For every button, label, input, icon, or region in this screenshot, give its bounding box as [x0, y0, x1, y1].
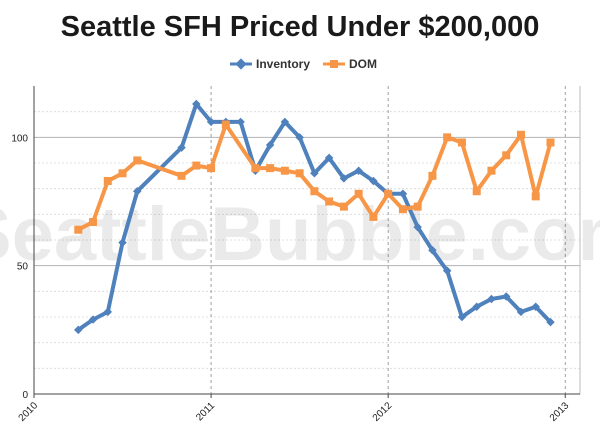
data-point-dom — [546, 138, 555, 147]
legend: Inventory DOM — [230, 57, 377, 71]
data-point-dom — [177, 171, 186, 180]
legend-label-dom: DOM — [349, 57, 377, 71]
data-point-dom — [266, 164, 275, 173]
series-layer — [74, 99, 555, 335]
data-point-dom — [428, 171, 437, 180]
data-point-inventory — [546, 317, 555, 327]
data-point-dom — [443, 133, 452, 142]
data-point-dom — [457, 138, 466, 147]
data-point-dom — [221, 120, 230, 129]
x-tick-label: 2013 — [548, 400, 572, 424]
data-point-dom — [192, 161, 201, 170]
data-point-dom — [133, 156, 142, 165]
x-tick-label: 2010 — [17, 400, 41, 424]
legend-item-dom: DOM — [323, 57, 377, 71]
data-point-inventory — [324, 153, 334, 163]
data-point-inventory — [118, 238, 127, 247]
data-point-inventory — [339, 174, 349, 183]
data-point-dom — [369, 212, 378, 221]
data-point-dom — [354, 189, 363, 198]
data-point-inventory — [236, 117, 245, 127]
data-point-dom — [531, 192, 540, 201]
data-point-inventory — [442, 266, 452, 276]
y-tick-label: 0 — [22, 390, 28, 401]
data-point-inventory — [88, 315, 98, 324]
data-point-inventory — [487, 294, 496, 304]
data-point-inventory — [531, 302, 540, 311]
data-point-inventory — [206, 117, 216, 127]
data-point-dom — [74, 225, 83, 234]
x-tick-label: 2012 — [371, 400, 395, 424]
watermark: SeattleBubble.com — [0, 192, 600, 277]
data-point-inventory — [457, 312, 467, 322]
data-point-inventory — [280, 117, 290, 127]
data-point-inventory — [103, 307, 113, 317]
data-point-dom — [413, 202, 422, 211]
data-point-dom — [103, 176, 112, 185]
data-point-dom — [516, 130, 525, 139]
data-point-dom — [89, 218, 98, 227]
data-point-dom — [280, 166, 289, 175]
data-point-inventory — [413, 222, 422, 232]
legend-label-inventory: Inventory — [256, 57, 310, 71]
data-point-dom — [325, 197, 334, 206]
y-tick-label: 100 — [11, 133, 28, 144]
data-point-dom — [118, 169, 127, 178]
y-tick-label: 50 — [17, 262, 29, 273]
data-point-dom — [502, 151, 511, 160]
data-point-inventory — [516, 307, 526, 317]
legend-item-inventory: Inventory — [230, 57, 310, 71]
data-point-dom — [207, 164, 216, 173]
chart-title: Seattle SFH Priced Under $200,000 — [61, 11, 540, 43]
data-point-inventory — [133, 186, 142, 196]
data-point-inventory — [310, 169, 319, 178]
data-point-inventory — [177, 143, 186, 152]
data-point-dom — [487, 166, 496, 175]
data-point-dom — [339, 202, 348, 211]
data-point-dom — [251, 164, 260, 173]
data-point-inventory — [472, 302, 481, 311]
data-point-inventory — [265, 140, 275, 150]
grid — [33, 86, 580, 394]
x-tick-label: 2011 — [194, 400, 217, 423]
data-point-dom — [295, 169, 304, 178]
data-point-dom — [310, 187, 319, 196]
legend-marker-dom — [330, 60, 338, 68]
data-point-inventory — [295, 133, 304, 142]
data-point-inventory — [398, 189, 408, 199]
data-point-inventory — [74, 325, 83, 335]
data-point-dom — [384, 189, 393, 198]
legend-marker-inventory — [235, 58, 247, 70]
data-point-inventory — [428, 246, 437, 255]
data-point-inventory — [369, 176, 378, 186]
data-point-dom — [398, 205, 407, 214]
data-point-inventory — [501, 292, 511, 301]
data-point-inventory — [354, 166, 363, 175]
data-point-inventory — [192, 99, 201, 109]
data-point-dom — [472, 187, 481, 196]
